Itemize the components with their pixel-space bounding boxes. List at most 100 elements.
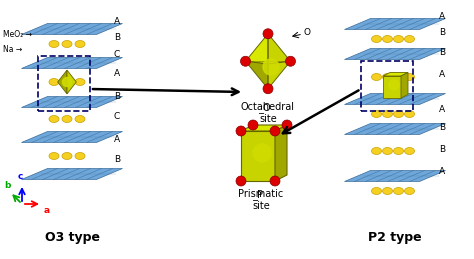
Text: Prismatic: Prismatic xyxy=(238,189,283,199)
Circle shape xyxy=(263,59,279,75)
Polygon shape xyxy=(21,24,122,34)
Ellipse shape xyxy=(404,111,414,118)
Text: B: B xyxy=(439,47,445,56)
Polygon shape xyxy=(268,61,291,89)
Polygon shape xyxy=(275,125,287,181)
Ellipse shape xyxy=(404,188,414,195)
Circle shape xyxy=(389,80,399,90)
Text: O3 type: O3 type xyxy=(45,231,100,243)
Polygon shape xyxy=(401,73,408,98)
Text: MeO₂ →: MeO₂ → xyxy=(3,30,32,39)
Ellipse shape xyxy=(75,116,85,123)
Polygon shape xyxy=(246,34,268,64)
Polygon shape xyxy=(345,48,446,60)
Circle shape xyxy=(263,29,273,39)
Circle shape xyxy=(248,120,258,130)
Text: A: A xyxy=(439,11,445,20)
Text: C: C xyxy=(114,112,120,120)
Ellipse shape xyxy=(62,40,72,47)
Text: B: B xyxy=(439,145,445,154)
Circle shape xyxy=(253,144,271,162)
Bar xyxy=(383,76,401,98)
Text: c: c xyxy=(18,172,23,181)
Ellipse shape xyxy=(383,111,392,118)
Polygon shape xyxy=(21,57,122,68)
Circle shape xyxy=(236,126,246,136)
Ellipse shape xyxy=(393,35,403,42)
Ellipse shape xyxy=(372,35,382,42)
Text: b: b xyxy=(4,181,10,190)
Ellipse shape xyxy=(75,40,85,47)
Text: Octahedral: Octahedral xyxy=(241,102,295,112)
Text: O: O xyxy=(304,27,311,37)
Ellipse shape xyxy=(393,111,403,118)
Ellipse shape xyxy=(372,111,382,118)
Ellipse shape xyxy=(49,40,59,47)
Circle shape xyxy=(240,56,250,66)
Ellipse shape xyxy=(372,188,382,195)
Text: A: A xyxy=(114,17,120,25)
Polygon shape xyxy=(58,70,67,94)
Polygon shape xyxy=(345,124,446,134)
Circle shape xyxy=(282,120,292,130)
Circle shape xyxy=(236,176,246,186)
Polygon shape xyxy=(21,97,122,107)
Ellipse shape xyxy=(75,78,85,85)
Text: A: A xyxy=(114,68,120,77)
Polygon shape xyxy=(21,169,122,179)
Text: A: A xyxy=(114,134,120,143)
Ellipse shape xyxy=(393,188,403,195)
Polygon shape xyxy=(21,132,122,142)
Ellipse shape xyxy=(372,147,382,155)
Text: B: B xyxy=(114,91,120,100)
Text: A: A xyxy=(439,104,445,113)
Polygon shape xyxy=(345,170,446,182)
Polygon shape xyxy=(345,93,446,104)
Ellipse shape xyxy=(75,153,85,160)
Text: B: B xyxy=(114,155,120,163)
Ellipse shape xyxy=(404,35,414,42)
Ellipse shape xyxy=(393,74,403,81)
Bar xyxy=(38,56,90,111)
Text: B: B xyxy=(439,123,445,132)
Text: ̲P: ̲P xyxy=(258,189,264,200)
Text: ̲O: ̲O xyxy=(264,102,272,113)
Ellipse shape xyxy=(404,147,414,155)
Ellipse shape xyxy=(62,78,72,85)
Ellipse shape xyxy=(404,74,414,81)
Ellipse shape xyxy=(393,147,403,155)
Ellipse shape xyxy=(49,116,59,123)
Polygon shape xyxy=(246,61,268,89)
Ellipse shape xyxy=(62,116,72,123)
Circle shape xyxy=(63,77,72,87)
Text: P2 type: P2 type xyxy=(368,231,422,243)
Text: C: C xyxy=(114,49,120,59)
Bar xyxy=(241,131,275,181)
Text: Na →: Na → xyxy=(3,45,22,54)
Text: a: a xyxy=(44,206,50,215)
Text: site: site xyxy=(252,201,270,211)
Polygon shape xyxy=(67,70,76,94)
Ellipse shape xyxy=(383,35,392,42)
Polygon shape xyxy=(268,34,291,64)
Text: A: A xyxy=(439,69,445,78)
Circle shape xyxy=(263,84,273,94)
Text: B: B xyxy=(439,27,445,37)
Circle shape xyxy=(270,126,280,136)
Ellipse shape xyxy=(49,78,59,85)
Ellipse shape xyxy=(62,153,72,160)
Ellipse shape xyxy=(383,147,392,155)
Ellipse shape xyxy=(49,153,59,160)
Text: A: A xyxy=(439,167,445,176)
Polygon shape xyxy=(345,18,446,30)
Polygon shape xyxy=(383,73,408,76)
Ellipse shape xyxy=(372,74,382,81)
Text: site: site xyxy=(259,114,277,124)
Ellipse shape xyxy=(383,74,392,81)
Circle shape xyxy=(270,176,280,186)
Ellipse shape xyxy=(383,188,392,195)
Circle shape xyxy=(285,56,295,66)
Polygon shape xyxy=(241,125,287,131)
Bar xyxy=(361,61,413,111)
Text: B: B xyxy=(114,32,120,41)
